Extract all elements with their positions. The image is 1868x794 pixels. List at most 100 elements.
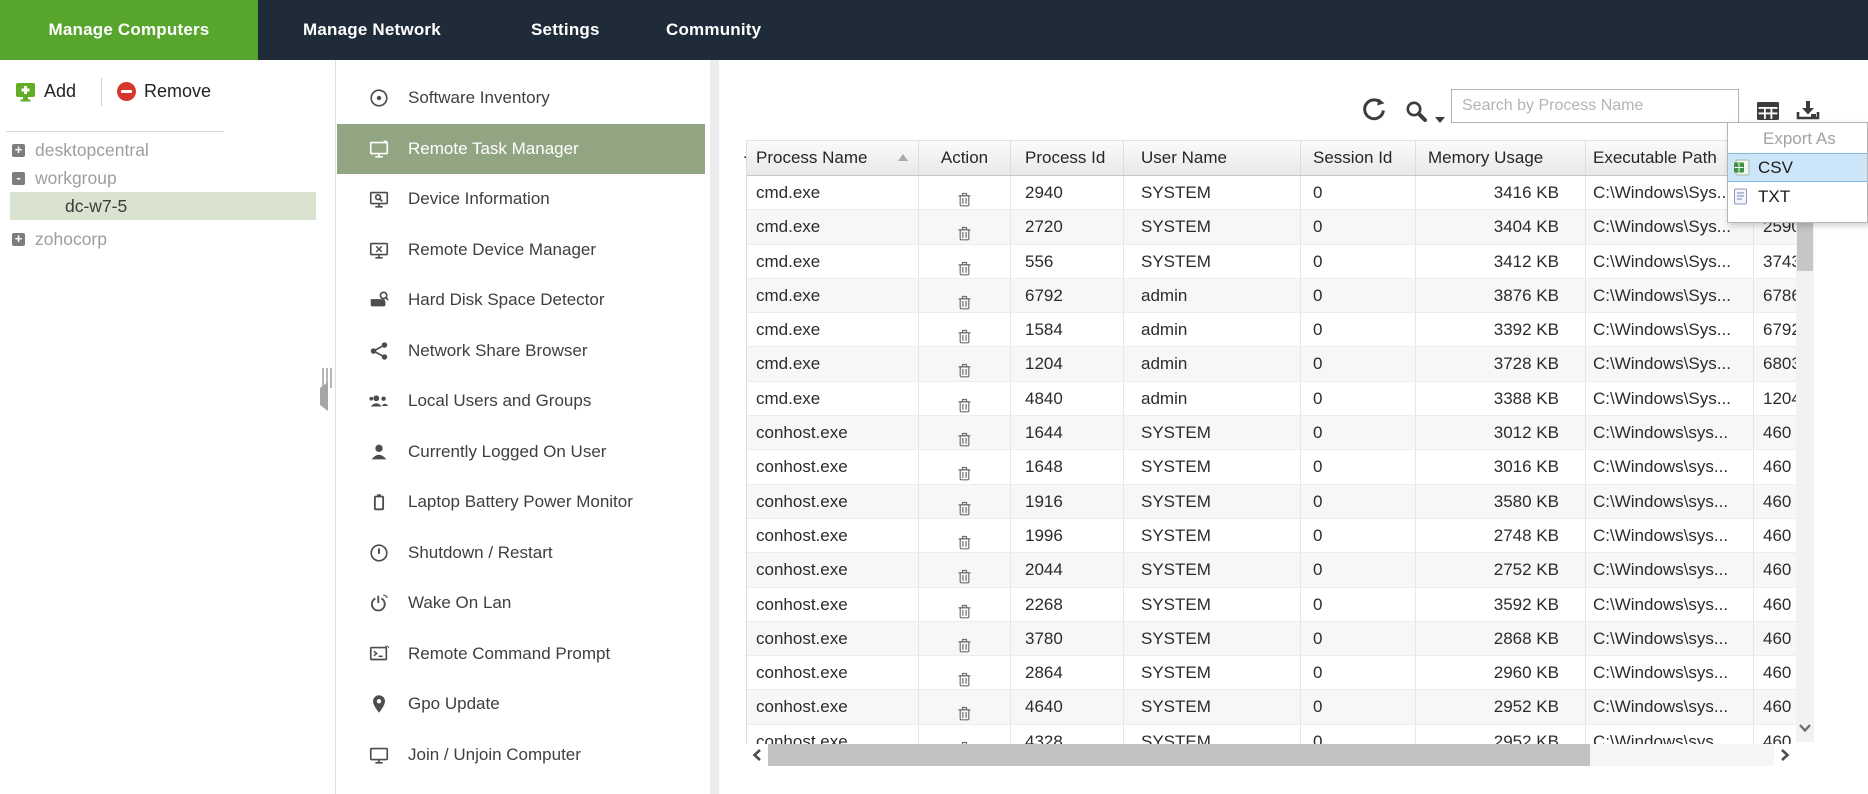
sidebar-item-remote-task-manager[interactable]: Remote Task Manager [337, 123, 705, 174]
process-id-cell: 2940 [1011, 176, 1124, 210]
expand-icon[interactable]: + [12, 143, 25, 157]
process-row: conhost.exe 1916 SYSTEM 0 3 [747, 484, 1796, 519]
column-header-process-id[interactable]: Process Id [1011, 141, 1124, 175]
sidebar-item-label: Software Inventory [408, 88, 550, 108]
kill-process-button[interactable] [919, 347, 1011, 381]
sidebar-item-laptop-battery-power-monitor[interactable]: Laptop Battery Power Monitor [337, 477, 705, 528]
export-dropdown-menu: Export As CSV TXT [1727, 122, 1868, 223]
horizontal-scrollbar-thumb[interactable] [768, 744, 1590, 766]
export-option-label: TXT [1758, 186, 1791, 206]
sidebar-item-hard-disk-space-detector[interactable]: Hard Disk Space Detector [337, 275, 705, 326]
panel-collapse-handle[interactable] [320, 368, 334, 411]
sidebar-item-local-users-and-groups[interactable]: Local Users and Groups [337, 376, 705, 427]
scroll-right-button[interactable] [1774, 744, 1796, 766]
tab-settings[interactable]: Settings [531, 20, 600, 39]
expand-icon[interactable]: + [12, 232, 25, 246]
tab-manage-computers[interactable]: Manage Computers [0, 0, 258, 60]
sidebar-item-shutdown-restart[interactable]: Shutdown / Restart [337, 528, 705, 579]
process-row: conhost.exe 4328 SYSTEM 0 2 [747, 724, 1796, 744]
kill-process-button[interactable] [919, 553, 1011, 587]
location-pin-icon [367, 692, 391, 716]
user-name-cell: SYSTEM [1124, 690, 1301, 724]
vertical-scrollbar[interactable] [1796, 177, 1814, 742]
kill-process-button[interactable] [919, 518, 1011, 553]
kill-process-button[interactable] [919, 244, 1011, 278]
kill-process-button[interactable] [919, 621, 1011, 656]
search-input[interactable] [1451, 89, 1739, 123]
column-header-process-name[interactable]: Process Name [747, 141, 919, 175]
tree-node-label: zohocorp [35, 228, 107, 249]
tree-node-desktopcentral[interactable]: + desktopcentral [0, 136, 334, 164]
process-row: cmd.exe 2940 SYSTEM 0 3416 [747, 176, 1796, 211]
tab-manage-network[interactable]: Manage Network [303, 20, 441, 39]
sidebar-item-device-information[interactable]: Device Information [337, 174, 705, 225]
sidebar-item-join-unjoin-computer[interactable]: Join / Unjoin Computer [337, 730, 705, 781]
hard-disk-icon [367, 288, 391, 312]
session-id-cell: 0 [1301, 553, 1416, 587]
process-id-cell: 1584 [1011, 313, 1124, 347]
process-name-cell: conhost.exe [747, 416, 919, 450]
process-row: cmd.exe 4840 admin 0 3388 K [747, 381, 1796, 417]
sidebar-item-remote-device-manager[interactable]: Remote Device Manager [337, 225, 705, 276]
tree-node-zohocorp[interactable]: + zohocorp [0, 225, 334, 253]
kill-process-button[interactable] [919, 381, 1011, 416]
extra-cell: 6803 [1763, 354, 1796, 374]
sidebar-item-network-share-browser[interactable]: Network Share Browser [337, 326, 705, 377]
process-row: conhost.exe 2044 SYSTEM 0 2 [747, 553, 1796, 588]
kill-process-button[interactable] [919, 313, 1011, 347]
executable-path-cell: C:\Windows\Sys... [1586, 244, 1754, 278]
executable-path-cell: C:\Windows\Sys... [1586, 313, 1754, 347]
user-name-cell: SYSTEM [1124, 553, 1301, 587]
tree-node-workgroup[interactable]: - workgroup [0, 164, 334, 192]
horizontal-scrollbar-track[interactable] [768, 744, 1774, 766]
session-id-cell: 0 [1301, 518, 1416, 553]
add-label: Add [44, 81, 77, 101]
sidebar-item-label: Device Information [408, 189, 550, 209]
kill-process-button[interactable] [919, 176, 1011, 210]
column-header-action[interactable]: Action [919, 141, 1011, 175]
export-csv-option[interactable]: CSV [1728, 153, 1867, 182]
sidebar-item-remote-command-prompt[interactable]: Remote Command Prompt [337, 629, 705, 680]
kill-process-button[interactable] [919, 278, 1011, 313]
kill-process-button[interactable] [919, 450, 1011, 484]
share-icon [367, 339, 391, 363]
sidebar-item-currently-logged-on-user[interactable]: Currently Logged On User [337, 427, 705, 478]
remove-computer-button[interactable]: Remove [117, 81, 211, 102]
kill-process-button[interactable] [919, 690, 1011, 724]
sidebar-item-software-inventory[interactable]: Software Inventory [337, 73, 705, 124]
tree-node-dc-w7-5[interactable]: dc-w7-5 [10, 192, 316, 220]
add-computer-button[interactable]: Add [15, 81, 76, 102]
sidebar-item-label: Wake On Lan [408, 593, 512, 613]
process-table: Process Name Action Process Id User Name… [746, 140, 1796, 744]
table-header-row: Process Name Action Process Id User Name… [747, 140, 1796, 176]
refresh-button[interactable] [1360, 96, 1388, 124]
sidebar-item-wake-on-lan[interactable]: Wake On Lan [337, 578, 705, 629]
sidebar-item-gpo-update[interactable]: Gpo Update [337, 679, 705, 730]
export-txt-option[interactable]: TXT [1728, 182, 1867, 211]
kill-process-button[interactable] [919, 210, 1011, 244]
collapse-icon[interactable]: - [12, 171, 25, 185]
process-row: conhost.exe 1996 SYSTEM 0 2 [747, 518, 1796, 554]
horizontal-scrollbar[interactable] [746, 744, 1796, 766]
trash-icon [958, 391, 971, 415]
export-button[interactable] [1796, 100, 1820, 121]
column-chooser-icon[interactable] [1756, 101, 1780, 121]
column-header-session-id[interactable]: Session Id [1301, 141, 1416, 175]
scroll-left-button[interactable] [746, 744, 768, 766]
column-header-memory-usage[interactable]: Memory Usage [1416, 141, 1586, 175]
memory-usage-cell: 2868 KB [1416, 621, 1586, 656]
search-button[interactable] [1403, 99, 1447, 125]
executable-path-cell: C:\Windows\sys... [1586, 724, 1754, 744]
trash-icon [958, 356, 971, 380]
column-header-user-name[interactable]: User Name [1124, 141, 1301, 175]
scroll-down-icon[interactable] [1798, 720, 1812, 738]
kill-process-button[interactable] [919, 656, 1011, 690]
kill-process-button[interactable] [919, 724, 1011, 744]
executable-path-cell: C:\Windows\sys... [1586, 587, 1754, 621]
memory-usage-cell: 3012 KB [1416, 416, 1586, 450]
kill-process-button[interactable] [919, 587, 1011, 621]
tab-community[interactable]: Community [666, 20, 762, 39]
session-id-cell: 0 [1301, 176, 1416, 210]
kill-process-button[interactable] [919, 484, 1011, 518]
kill-process-button[interactable] [919, 416, 1011, 450]
